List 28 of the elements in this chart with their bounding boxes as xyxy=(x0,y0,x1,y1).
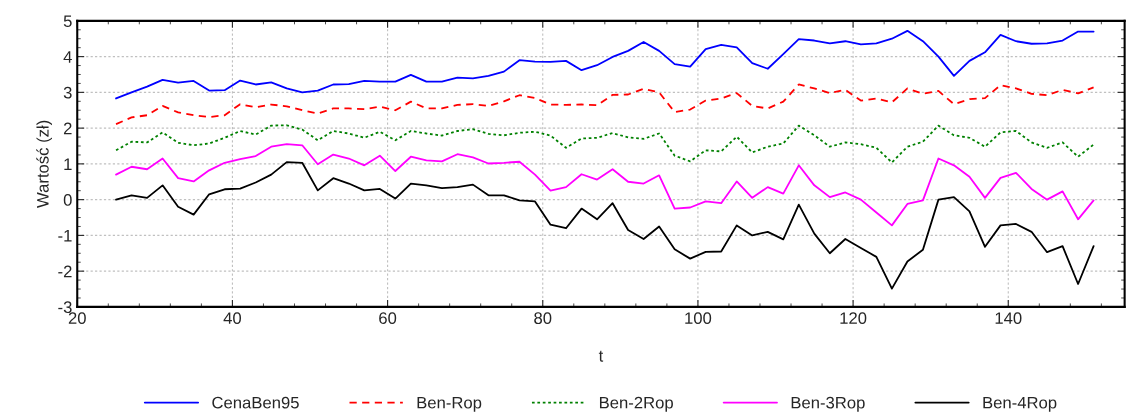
line-series xyxy=(115,83,1095,126)
y-tick-label: 0 xyxy=(63,194,72,206)
x-tick-label: 80 xyxy=(534,312,552,325)
y-tick-label: -1 xyxy=(58,229,72,242)
x-tick-label: 120 xyxy=(840,312,867,325)
y-tick-label: 4 xyxy=(63,51,72,63)
line-series xyxy=(115,143,1095,227)
x-tick-label: 40 xyxy=(223,312,242,325)
legend-label: CenaBen95 xyxy=(212,396,299,409)
y-tick-label: 1 xyxy=(64,158,72,170)
legend-label: Ben-2Rop xyxy=(599,396,673,412)
x-tick-label: 60 xyxy=(379,312,397,325)
y-tick-label: 2 xyxy=(63,122,72,135)
x-tick-label: 100 xyxy=(685,312,712,325)
y-tick-label: 3 xyxy=(63,86,72,99)
y-axis-title: Wartość (zł) xyxy=(36,120,53,208)
line-series xyxy=(115,161,1095,290)
line-series xyxy=(115,124,1095,164)
x-axis-title: t xyxy=(598,350,604,362)
x-tick-label: 140 xyxy=(995,312,1022,325)
y-tick-label: -2 xyxy=(58,265,72,278)
y-tick-label: -3 xyxy=(58,301,72,314)
x-tick-label: 20 xyxy=(68,312,86,325)
legend-label: Ben-3Rop xyxy=(791,396,865,412)
legend-label: Ben-Rop xyxy=(417,396,482,412)
line-series xyxy=(115,29,1095,100)
legend-label: Ben-4Rop xyxy=(983,396,1057,412)
y-tick-label: 5 xyxy=(63,15,72,28)
